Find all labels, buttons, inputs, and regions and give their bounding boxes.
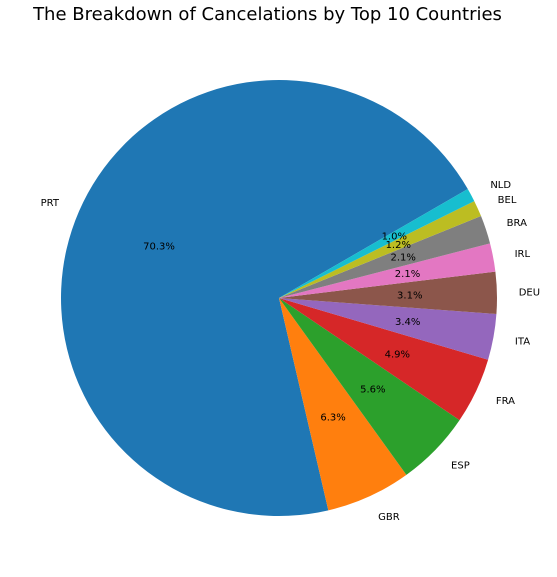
percent-label-deu: 3.1% xyxy=(397,290,422,301)
pie-slice-deu xyxy=(279,271,497,314)
category-label-nld: NLD xyxy=(490,180,511,191)
pie-slices xyxy=(60,79,497,517)
category-label-bel: BEL xyxy=(498,195,517,206)
pie-slice-prt xyxy=(60,79,468,517)
pie-slice-gbr xyxy=(279,298,407,511)
category-labels: PRT GBR ESP FRA ITA DEU IRL BRA BEL NLD xyxy=(41,180,540,523)
percent-label-gbr: 6.3% xyxy=(320,413,345,424)
percent-label-nld: 1.0% xyxy=(382,232,407,243)
percent-labels: 70.3%6.3%5.6%4.9%3.4%3.1%2.1%2.1%1.2%1.0… xyxy=(143,232,422,424)
category-label-esp: ESP xyxy=(451,461,470,472)
percent-label-ita: 3.4% xyxy=(395,317,420,328)
percent-label-prt: 70.3% xyxy=(143,241,175,252)
pie-slice-bel xyxy=(279,201,482,298)
percent-label-fra: 4.9% xyxy=(385,349,410,360)
pie-slice-irl xyxy=(279,243,496,298)
pie-slice-nld xyxy=(279,189,475,298)
category-label-fra: FRA xyxy=(496,396,515,407)
category-label-prt: PRT xyxy=(41,198,60,209)
category-label-ita: ITA xyxy=(515,336,530,347)
pie-slice-fra xyxy=(279,298,489,421)
category-label-irl: IRL xyxy=(515,249,531,260)
category-label-deu: DEU xyxy=(519,288,540,299)
chart-title: The Breakdown of Cancelations by Top 10 … xyxy=(33,4,502,25)
category-label-bra: BRA xyxy=(507,218,527,229)
percent-label-bra: 2.1% xyxy=(390,252,415,263)
percent-label-irl: 2.1% xyxy=(395,269,420,280)
percent-label-esp: 5.6% xyxy=(360,385,385,396)
category-label-gbr: GBR xyxy=(378,512,400,523)
pie-slice-esp xyxy=(279,298,460,475)
percent-label-bel: 1.2% xyxy=(386,240,411,251)
pie-slice-bra xyxy=(279,216,491,298)
pie-slice-ita xyxy=(279,298,497,360)
